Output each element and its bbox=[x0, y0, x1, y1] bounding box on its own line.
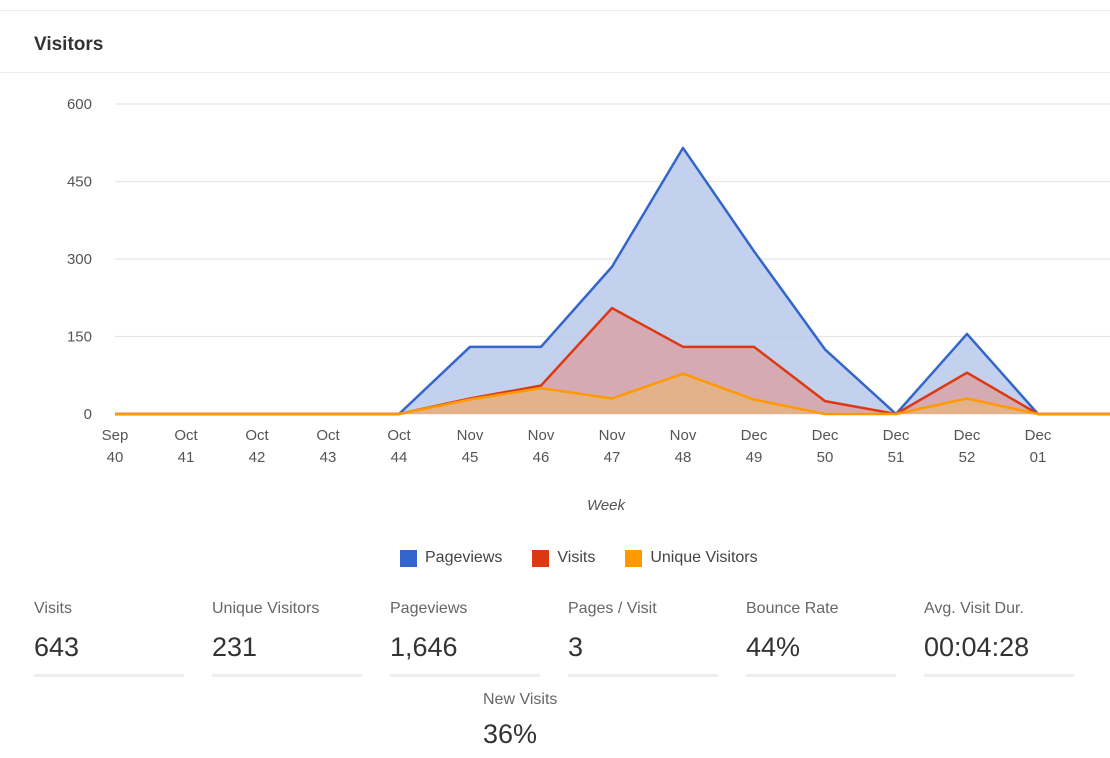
x-tick-label-week: 47 bbox=[604, 449, 621, 466]
x-tick-label-week: 52 bbox=[959, 449, 976, 466]
stat-sparkline-bar bbox=[924, 674, 1074, 677]
x-tick-label-month: Dec bbox=[883, 427, 910, 444]
y-tick-label: 0 bbox=[84, 406, 92, 423]
top-divider bbox=[0, 10, 1110, 11]
x-tick-label-month: Dec bbox=[741, 427, 768, 444]
x-tick-label-month: Oct bbox=[387, 427, 411, 444]
stat-label: Bounce Rate bbox=[746, 600, 839, 617]
x-tick-label-week: 42 bbox=[249, 449, 266, 466]
y-tick-label: 600 bbox=[67, 96, 92, 113]
chart-legend: Pageviews Visits Unique Visitors bbox=[400, 549, 758, 567]
y-tick-label: 300 bbox=[67, 251, 92, 268]
stat-unique-visitors: Unique Visitors 231 bbox=[212, 600, 362, 677]
stat-label: Visits bbox=[34, 600, 72, 617]
x-tick-label-week: 51 bbox=[888, 449, 905, 466]
stat-value: 1,646 bbox=[390, 632, 458, 662]
stat-label: New Visits bbox=[483, 691, 558, 708]
stat-label: Avg. Visit Dur. bbox=[924, 600, 1024, 617]
legend-item-pageviews[interactable]: Pageviews bbox=[400, 549, 502, 567]
x-tick-label-month: Dec bbox=[1025, 427, 1052, 444]
x-tick-label-month: Dec bbox=[812, 427, 839, 444]
stat-new-visits: New Visits 36% bbox=[483, 691, 633, 751]
x-axis-ticks: Sep 40 Oct 41 Oct 42 Oct 43 Oct 44 Nov 45 Nov 46 Nov 47… bbox=[102, 427, 1052, 466]
y-tick-label: 450 bbox=[67, 174, 92, 191]
stat-value: 3 bbox=[568, 632, 584, 662]
y-axis-ticks: 0 150 300 450 600 bbox=[67, 96, 92, 423]
stat-bounce-rate: Bounce Rate 44% bbox=[746, 600, 896, 677]
legend-item-visits[interactable]: Visits bbox=[532, 549, 595, 567]
stat-value: 00:04:28 bbox=[924, 632, 1030, 662]
series-layer bbox=[115, 146, 1110, 416]
x-axis-title: Week bbox=[587, 497, 627, 514]
stat-sparkline-bar bbox=[746, 674, 896, 677]
legend-swatch-visits bbox=[532, 549, 550, 567]
stat-sparkline-bar bbox=[390, 674, 540, 677]
area-pageviews bbox=[115, 147, 1038, 414]
stat-value: 44% bbox=[746, 632, 801, 662]
legend-item-unique-visitors[interactable]: Unique Visitors bbox=[625, 549, 758, 567]
x-tick-label-month: Nov bbox=[528, 427, 555, 444]
stat-sparkline-bar bbox=[34, 674, 184, 677]
legend-swatch-pageviews bbox=[400, 549, 417, 567]
title-divider bbox=[0, 72, 1110, 73]
area-visits bbox=[115, 308, 1038, 414]
stat-value: 231 bbox=[212, 632, 258, 662]
x-tick-label-month: Oct bbox=[316, 427, 340, 444]
x-tick-label-week: 01 bbox=[1030, 449, 1047, 466]
stat-pageviews: Pageviews 1,646 bbox=[390, 600, 540, 677]
stat-label: Pageviews bbox=[390, 600, 468, 617]
x-tick-label-week: 50 bbox=[817, 449, 834, 466]
stats-row: Visits 643 Unique Visitors 231 Pageviews… bbox=[34, 600, 1094, 677]
y-tick-label: 150 bbox=[67, 329, 92, 346]
stat-visits: Visits 643 bbox=[34, 600, 184, 677]
line-unique-visitors bbox=[115, 372, 1110, 416]
x-tick-label-month: Nov bbox=[670, 427, 697, 444]
x-tick-label-month: Dec bbox=[954, 427, 981, 444]
stat-avg-visit-duration: Avg. Visit Dur. 00:04:28 bbox=[924, 600, 1074, 677]
stat-sparkline-bar bbox=[568, 674, 718, 677]
x-tick-label-week: 41 bbox=[178, 449, 195, 466]
stat-label: Unique Visitors bbox=[212, 600, 320, 617]
panel-title: Visitors bbox=[34, 34, 104, 55]
x-tick-label-month: Oct bbox=[245, 427, 269, 444]
x-tick-label-week: 48 bbox=[675, 449, 692, 466]
legend-label-visits: Visits bbox=[557, 549, 596, 566]
stat-value: 36% bbox=[483, 719, 538, 749]
stat-sparkline-bar bbox=[212, 674, 362, 677]
x-tick-label-month: Sep bbox=[102, 427, 129, 444]
x-tick-label-week: 44 bbox=[391, 449, 408, 466]
x-tick-label-month: Oct bbox=[174, 427, 198, 444]
stat-label: Pages / Visit bbox=[568, 600, 657, 617]
legend-swatch-unique-visitors bbox=[625, 549, 643, 567]
x-tick-label-week: 43 bbox=[320, 449, 337, 466]
x-tick-label-week: 40 bbox=[107, 449, 124, 466]
legend-label-pageviews: Pageviews bbox=[425, 549, 503, 566]
legend-label-unique-visitors: Unique Visitors bbox=[650, 549, 758, 566]
x-tick-label-month: Nov bbox=[599, 427, 626, 444]
x-tick-label-week: 45 bbox=[462, 449, 479, 466]
x-tick-label-month: Nov bbox=[457, 427, 484, 444]
stat-pages-per-visit: Pages / Visit 3 bbox=[568, 600, 718, 677]
x-tick-label-week: 46 bbox=[533, 449, 550, 466]
x-tick-label-week: 49 bbox=[746, 449, 763, 466]
stat-value: 643 bbox=[34, 632, 80, 662]
